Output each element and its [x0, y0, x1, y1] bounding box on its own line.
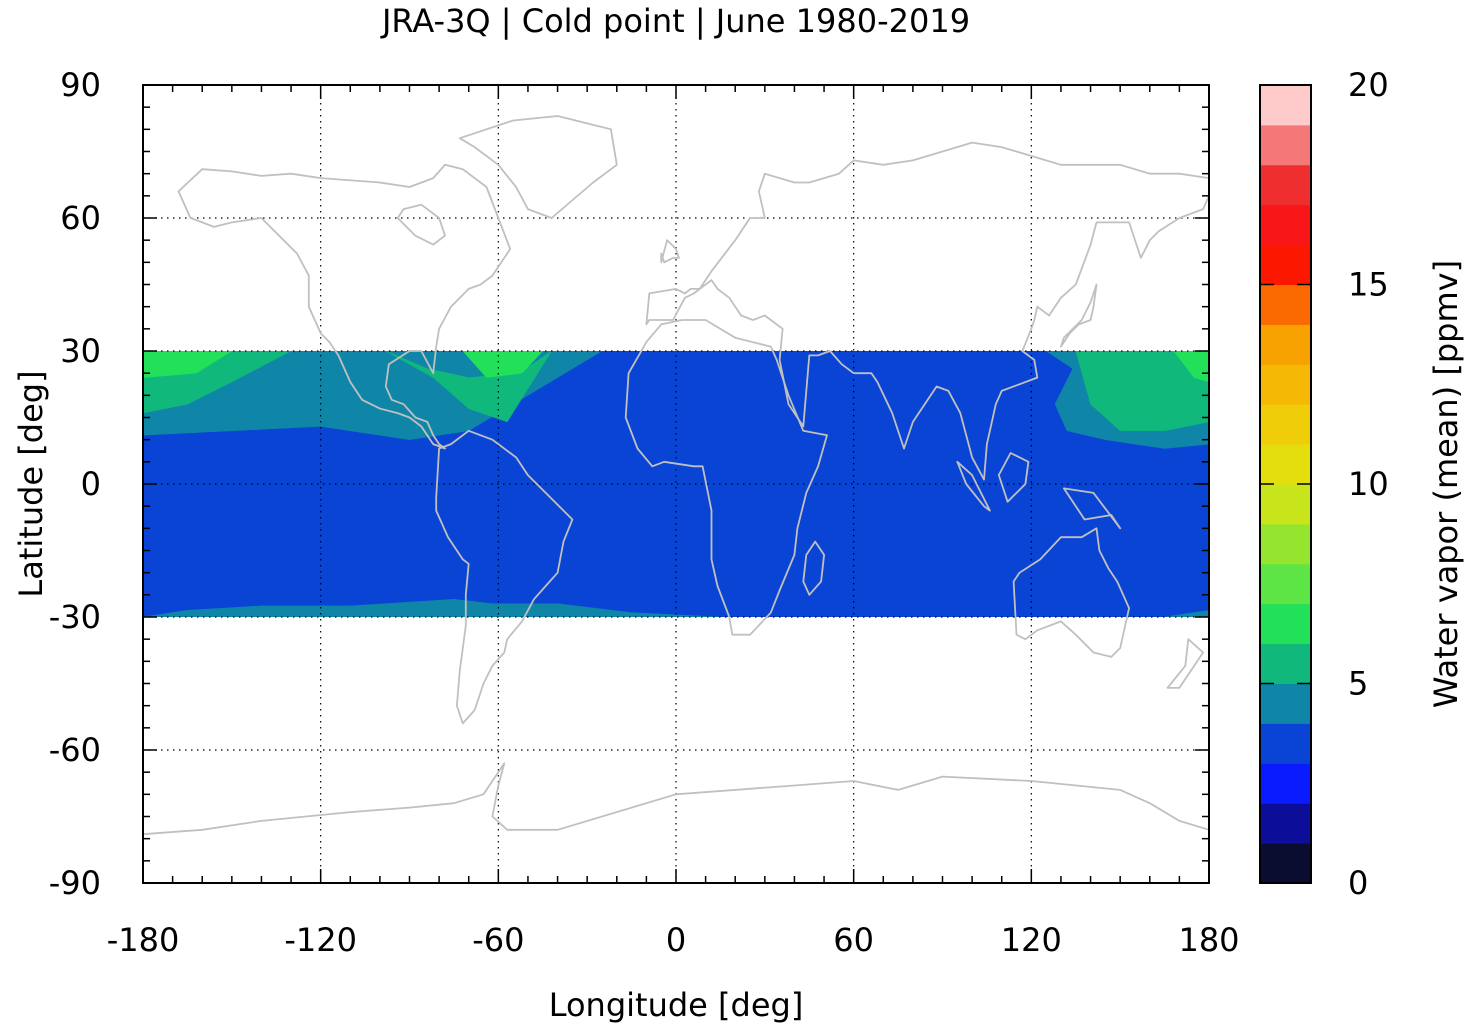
x-axis-label: Longitude [deg]: [549, 986, 804, 1024]
y-tick-label: -90: [49, 864, 101, 902]
colorbar-segment: [1260, 204, 1311, 246]
coastline: [997, 452, 1030, 503]
colorbar-segment: [1260, 723, 1311, 764]
y-tick-label: 60: [60, 199, 101, 237]
colorbar-segment: [1260, 643, 1311, 684]
field-region: [1075, 351, 1209, 432]
chart-title: JRA-3Q | Cold point | June 1980-2019: [380, 2, 970, 40]
x-tick-labels: -180 -120 -60 0 60 120 180: [107, 921, 1240, 959]
y-tick-label: -30: [49, 598, 101, 636]
colorbar-ticks: [1260, 84, 1311, 884]
colorbar-segment: [1260, 164, 1311, 206]
colorbar-segment: [1260, 404, 1311, 445]
field-region: [462, 351, 544, 378]
y-tick-label: 0: [81, 465, 101, 503]
colorbar-tick-label: 20: [1348, 66, 1389, 104]
coastline: [802, 540, 825, 596]
colorbar-label: Water vapor (mean) [ppmv]: [1427, 260, 1465, 708]
axis-ticks: [142, 84, 1210, 884]
coastline: [1166, 638, 1204, 689]
colorbar-tick-label: 10: [1348, 465, 1389, 503]
x-tick-label: 60: [833, 921, 874, 959]
colorbar-segment: [1260, 444, 1311, 485]
y-tick-label: 90: [60, 66, 101, 104]
x-tick-label: -180: [107, 921, 180, 959]
colorbar-tick-label: 0: [1348, 864, 1368, 902]
colorbar-segment: [1260, 244, 1311, 285]
field-region: [1173, 351, 1209, 383]
coastline: [458, 115, 618, 219]
colorbar: [1260, 85, 1311, 884]
colorbar-segment: [1260, 563, 1311, 605]
coastline-layer: [143, 115, 1209, 836]
y-tick-label: -60: [49, 731, 101, 769]
coastline: [956, 460, 991, 512]
x-tick-label: 180: [1178, 921, 1239, 959]
y-axis-label: Latitude [deg]: [12, 370, 50, 597]
coastline: [624, 319, 828, 636]
colorbar-segment: [1260, 683, 1311, 724]
colorbar-tick-labels: 0 5 10 15 20: [1348, 66, 1389, 902]
coastline: [1063, 487, 1122, 530]
x-tick-label: -60: [472, 921, 524, 959]
coastline: [1012, 527, 1130, 658]
x-tick-label: 0: [666, 921, 686, 959]
field-region: [385, 351, 552, 423]
x-tick-label: -120: [284, 921, 357, 959]
colorbar-segment: [1260, 484, 1311, 525]
x-tick-label: 120: [1001, 921, 1062, 959]
colorbar-segment: [1260, 284, 1311, 325]
field-region: [1164, 610, 1209, 617]
field-region: [143, 599, 721, 617]
colorbar-segment: [1260, 85, 1311, 126]
colorbar-segment: [1260, 324, 1311, 365]
coastline: [396, 203, 446, 246]
colorbar-tick-label: 15: [1348, 266, 1389, 304]
colorbar-segment: [1260, 124, 1311, 166]
colorbar-segment: [1260, 603, 1311, 645]
colorbar-segment: [1260, 803, 1311, 844]
coastline: [143, 762, 1209, 836]
colorbar-segment: [1260, 763, 1311, 804]
colorbar-segment: [1260, 523, 1311, 565]
colorbar-segment: [1260, 364, 1311, 405]
field-region: [143, 351, 233, 378]
coastline: [435, 429, 574, 725]
coastline: [1060, 283, 1098, 348]
y-tick-labels: 90 60 30 0 -30 -60 -90: [49, 66, 101, 902]
colorbar-segment: [1260, 843, 1311, 884]
colorbar-tick-label: 5: [1348, 665, 1368, 703]
coastline: [177, 163, 512, 450]
coastline: [645, 141, 1209, 481]
coastline: [660, 239, 680, 264]
y-tick-label: 30: [60, 332, 101, 370]
